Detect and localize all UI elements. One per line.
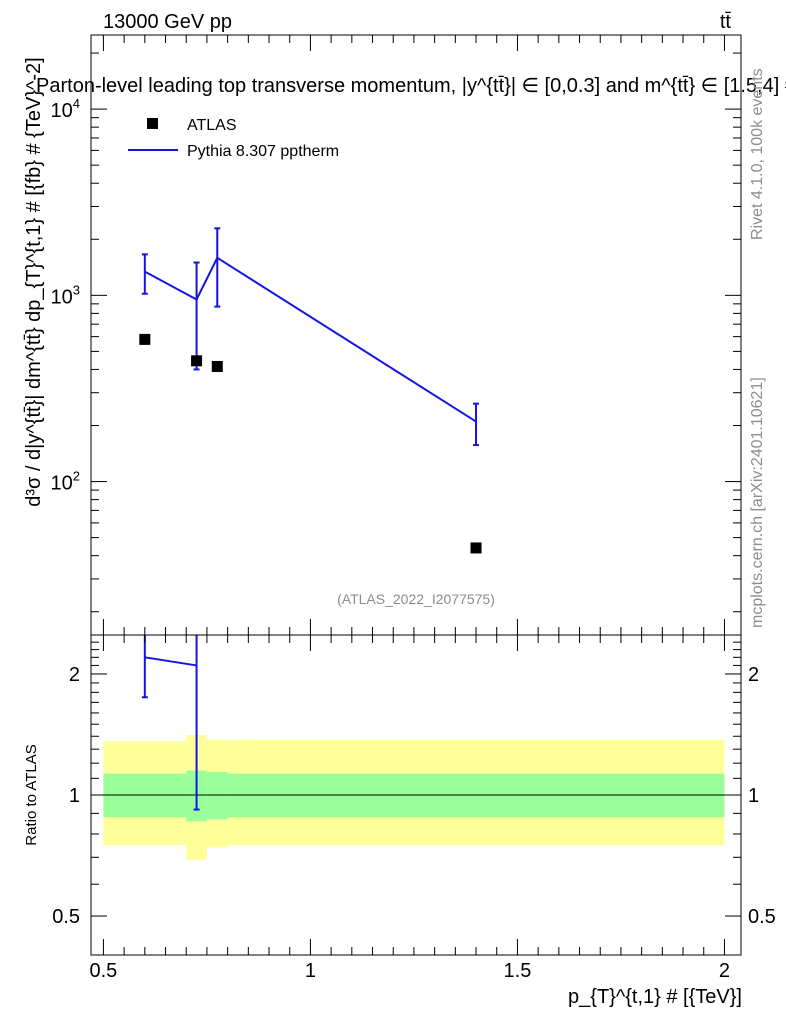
ratio-y-tick-labels: 0.5 0.5 1 1 2 2: [52, 664, 776, 928]
ratio-y-tick-label-left: 1: [69, 785, 80, 807]
ratio-y-tick-label-right: 0.5: [748, 906, 776, 928]
ratio-plot-area: [91, 635, 741, 860]
legend: ATLAS Pythia 8.307 pptherm: [128, 117, 339, 160]
ratio-y-tick-label-right: 1: [748, 785, 759, 807]
main-y-tick-label-base: 10: [51, 473, 73, 495]
x-axis-label: p_{T}^{t,1} # [{TeV}]: [568, 986, 742, 1008]
main-y-tick-label: 103: [51, 282, 80, 308]
atlas-data-point: [139, 333, 151, 345]
legend-atlas-label: ATLAS: [187, 117, 237, 134]
atlas-data-point: [191, 355, 203, 367]
x-tick-label: 1.5: [504, 960, 532, 982]
atlas-data-point: [211, 360, 223, 372]
main-y-tick-label-exponent: 3: [73, 282, 80, 297]
x-tick-label: 0.5: [90, 960, 118, 982]
main-y-tick-label: 104: [51, 96, 80, 122]
legend-pythia-label: Pythia 8.307 pptherm: [187, 143, 339, 160]
ratio-pythia-line: [144, 656, 197, 667]
main-y-tick-label-exponent: 4: [73, 96, 80, 111]
main-y-tick-label-exponent: 2: [73, 469, 80, 484]
process-label: tt̄: [720, 11, 732, 33]
main-axis-ticks: [91, 35, 741, 635]
ratio-y-axis-label: Ratio to ATLAS: [23, 744, 40, 845]
main-y-tick-label: 102: [51, 469, 80, 495]
ratio-band-inner-2: [206, 772, 228, 820]
ratio-y-tick-label-left: 2: [69, 664, 80, 686]
main-y-axis-label: d³σ / d|y^{tt̄}| dm^{tt̄} dp_{T}^{t,1} #…: [23, 57, 45, 506]
rivet-version-label: Rivet 4.1.0, 100k events: [749, 68, 766, 240]
energy-label: 13000 GeV pp: [103, 11, 232, 33]
main-y-tick-label-base: 10: [51, 100, 73, 122]
legend-atlas-marker: [147, 118, 158, 129]
plot-title: Parton-level leading top transverse mome…: [36, 75, 786, 97]
x-tick-labels: 0.5 1 1.5 2: [90, 960, 730, 982]
mcplots-reference-label: mcplots.cern.ch [arXiv:2401.10621]: [749, 377, 766, 628]
atlas-data-point: [470, 542, 482, 554]
main-plot-area: [139, 227, 482, 554]
ratio-y-tick-label-right: 2: [748, 664, 759, 686]
ratio-panel: 0.5 0.5 1 1 2 2 0.5 1 1.5 2 Ratio to ATLAS p_{T}…: [23, 634, 776, 1008]
pythia-line: [144, 256, 477, 423]
ratio-axis-ticks: [91, 634, 741, 956]
x-tick-label: 2: [719, 960, 730, 982]
analysis-watermark: (ATLAS_2022_I2077575): [337, 591, 495, 607]
x-tick-label: 1: [305, 960, 316, 982]
main-y-tick-label-base: 10: [51, 286, 73, 308]
ratio-y-tick-label-left: 0.5: [52, 906, 80, 928]
